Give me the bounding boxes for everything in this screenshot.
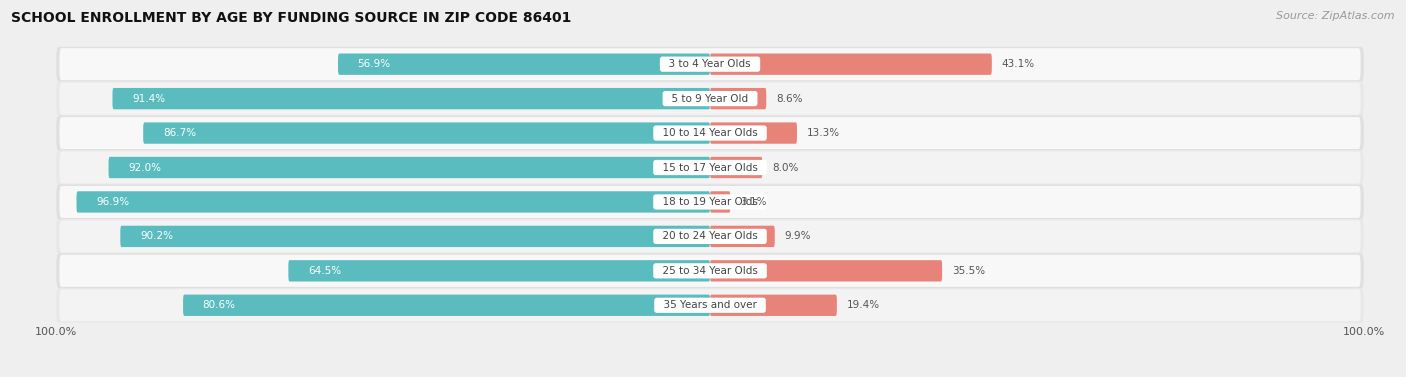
FancyBboxPatch shape bbox=[143, 123, 710, 144]
FancyBboxPatch shape bbox=[59, 221, 1361, 253]
FancyBboxPatch shape bbox=[59, 117, 1361, 149]
Text: Source: ZipAtlas.com: Source: ZipAtlas.com bbox=[1277, 11, 1395, 21]
FancyBboxPatch shape bbox=[59, 186, 1361, 218]
FancyBboxPatch shape bbox=[56, 185, 1364, 219]
FancyBboxPatch shape bbox=[59, 255, 1361, 287]
Text: SCHOOL ENROLLMENT BY AGE BY FUNDING SOURCE IN ZIP CODE 86401: SCHOOL ENROLLMENT BY AGE BY FUNDING SOUR… bbox=[11, 11, 572, 25]
FancyBboxPatch shape bbox=[56, 150, 1364, 185]
FancyBboxPatch shape bbox=[56, 116, 1364, 150]
FancyBboxPatch shape bbox=[288, 260, 710, 282]
FancyBboxPatch shape bbox=[59, 83, 1361, 115]
Text: 56.9%: 56.9% bbox=[357, 59, 391, 69]
FancyBboxPatch shape bbox=[183, 294, 710, 316]
Text: 25 to 34 Year Olds: 25 to 34 Year Olds bbox=[655, 266, 765, 276]
Text: 8.6%: 8.6% bbox=[776, 93, 803, 104]
Text: 43.1%: 43.1% bbox=[1001, 59, 1035, 69]
FancyBboxPatch shape bbox=[59, 48, 1361, 80]
FancyBboxPatch shape bbox=[56, 81, 1364, 116]
FancyBboxPatch shape bbox=[710, 191, 730, 213]
Text: 92.0%: 92.0% bbox=[128, 162, 162, 173]
Text: 96.9%: 96.9% bbox=[96, 197, 129, 207]
Text: 5 to 9 Year Old: 5 to 9 Year Old bbox=[665, 93, 755, 104]
Text: 8.0%: 8.0% bbox=[772, 162, 799, 173]
FancyBboxPatch shape bbox=[121, 226, 710, 247]
Text: 18 to 19 Year Olds: 18 to 19 Year Olds bbox=[655, 197, 765, 207]
Text: 91.4%: 91.4% bbox=[132, 93, 165, 104]
FancyBboxPatch shape bbox=[108, 157, 710, 178]
FancyBboxPatch shape bbox=[710, 294, 837, 316]
Text: 19.4%: 19.4% bbox=[846, 300, 880, 310]
Text: 86.7%: 86.7% bbox=[163, 128, 195, 138]
FancyBboxPatch shape bbox=[337, 54, 710, 75]
FancyBboxPatch shape bbox=[59, 289, 1361, 321]
FancyBboxPatch shape bbox=[56, 288, 1364, 323]
Text: 3 to 4 Year Olds: 3 to 4 Year Olds bbox=[662, 59, 758, 69]
FancyBboxPatch shape bbox=[56, 219, 1364, 254]
FancyBboxPatch shape bbox=[56, 253, 1364, 288]
Text: 90.2%: 90.2% bbox=[141, 231, 173, 241]
Text: 10 to 14 Year Olds: 10 to 14 Year Olds bbox=[657, 128, 763, 138]
FancyBboxPatch shape bbox=[59, 152, 1361, 184]
FancyBboxPatch shape bbox=[710, 157, 762, 178]
FancyBboxPatch shape bbox=[56, 47, 1364, 81]
FancyBboxPatch shape bbox=[710, 88, 766, 109]
FancyBboxPatch shape bbox=[76, 191, 710, 213]
FancyBboxPatch shape bbox=[710, 54, 991, 75]
Text: 80.6%: 80.6% bbox=[202, 300, 236, 310]
FancyBboxPatch shape bbox=[112, 88, 710, 109]
FancyBboxPatch shape bbox=[710, 260, 942, 282]
Text: 35 Years and over: 35 Years and over bbox=[657, 300, 763, 310]
Text: 3.1%: 3.1% bbox=[740, 197, 766, 207]
FancyBboxPatch shape bbox=[710, 123, 797, 144]
Text: 9.9%: 9.9% bbox=[785, 231, 811, 241]
Text: 13.3%: 13.3% bbox=[807, 128, 839, 138]
FancyBboxPatch shape bbox=[710, 226, 775, 247]
Text: 20 to 24 Year Olds: 20 to 24 Year Olds bbox=[657, 231, 763, 241]
Text: 64.5%: 64.5% bbox=[308, 266, 342, 276]
Text: 35.5%: 35.5% bbox=[952, 266, 986, 276]
Text: 15 to 17 Year Olds: 15 to 17 Year Olds bbox=[655, 162, 765, 173]
